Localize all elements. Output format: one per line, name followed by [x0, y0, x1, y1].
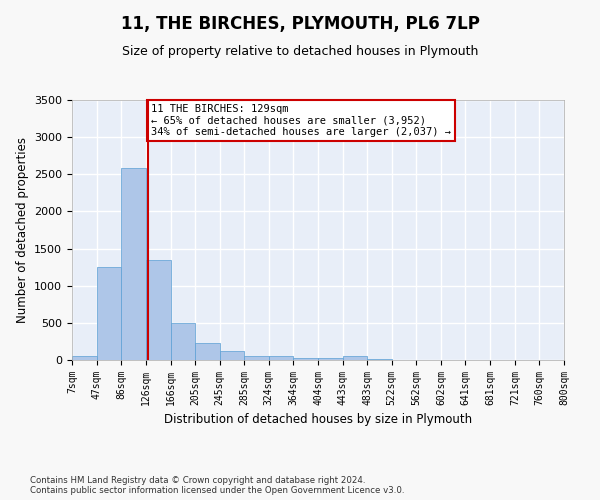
Text: 11 THE BIRCHES: 129sqm
← 65% of detached houses are smaller (3,952)
34% of semi-: 11 THE BIRCHES: 129sqm ← 65% of detached…	[151, 104, 451, 137]
Bar	[244, 356, 269, 360]
Bar	[293, 358, 319, 360]
Bar	[343, 356, 367, 360]
Bar	[121, 168, 146, 360]
Text: Contains HM Land Registry data © Crown copyright and database right 2024.
Contai: Contains HM Land Registry data © Crown c…	[30, 476, 404, 495]
Y-axis label: Number of detached properties: Number of detached properties	[16, 137, 29, 323]
Bar	[269, 356, 293, 360]
Bar	[367, 358, 392, 360]
Bar	[195, 343, 220, 360]
Bar	[97, 267, 121, 360]
Bar	[146, 260, 170, 360]
Bar	[170, 323, 195, 360]
Text: 11, THE BIRCHES, PLYMOUTH, PL6 7LP: 11, THE BIRCHES, PLYMOUTH, PL6 7LP	[121, 15, 479, 33]
Text: Size of property relative to detached houses in Plymouth: Size of property relative to detached ho…	[122, 45, 478, 58]
Bar	[220, 351, 244, 360]
Bar	[72, 356, 97, 360]
X-axis label: Distribution of detached houses by size in Plymouth: Distribution of detached houses by size …	[164, 414, 472, 426]
Bar	[319, 358, 343, 360]
